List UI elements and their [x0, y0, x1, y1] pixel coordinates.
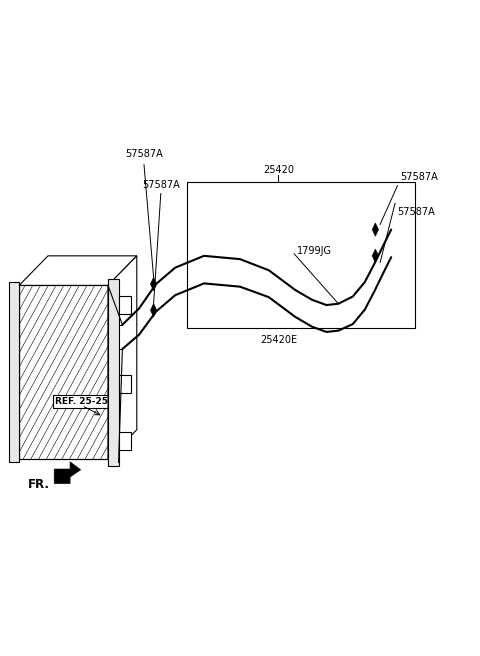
- Polygon shape: [119, 296, 131, 314]
- Polygon shape: [119, 375, 131, 393]
- Polygon shape: [108, 256, 137, 459]
- Text: REF. 25-253: REF. 25-253: [55, 397, 114, 406]
- Text: 25420: 25420: [263, 165, 294, 175]
- Text: 25420E: 25420E: [260, 335, 297, 344]
- Text: 1799JG: 1799JG: [297, 246, 332, 256]
- Polygon shape: [19, 285, 108, 459]
- Text: 57587A: 57587A: [125, 150, 163, 159]
- Text: FR.: FR.: [28, 478, 50, 491]
- Polygon shape: [108, 279, 119, 466]
- Polygon shape: [119, 432, 131, 450]
- Polygon shape: [151, 304, 156, 317]
- Polygon shape: [151, 277, 156, 291]
- Text: 57587A: 57587A: [397, 207, 435, 216]
- Polygon shape: [9, 282, 19, 462]
- Polygon shape: [19, 285, 108, 459]
- Polygon shape: [372, 223, 378, 236]
- Text: 57587A: 57587A: [400, 173, 438, 182]
- Polygon shape: [19, 256, 137, 285]
- Polygon shape: [372, 249, 378, 262]
- Text: 57587A: 57587A: [142, 180, 180, 190]
- Polygon shape: [54, 462, 81, 483]
